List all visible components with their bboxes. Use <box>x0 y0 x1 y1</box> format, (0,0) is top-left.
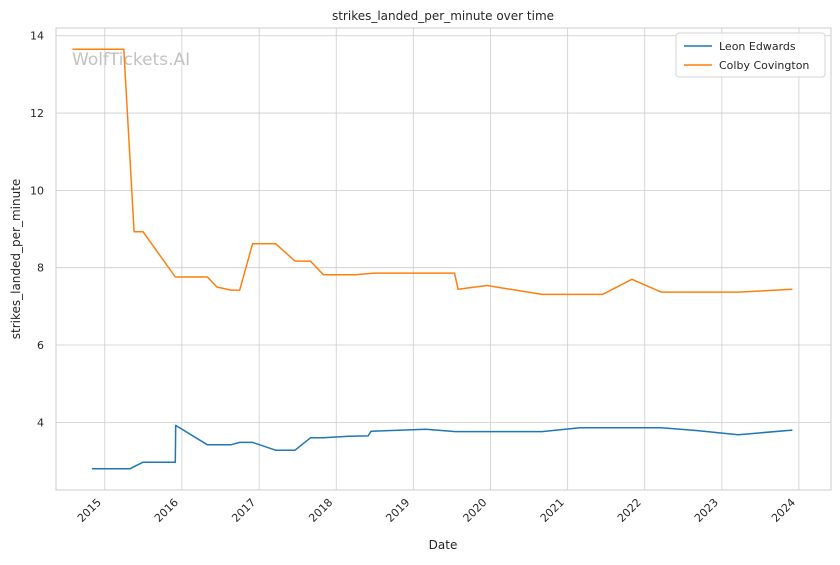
watermark: WolfTickets.AI <box>72 50 190 70</box>
legend-box <box>675 32 826 78</box>
y-tick-label: 10 <box>30 184 44 197</box>
y-tick-label: 14 <box>30 30 44 43</box>
plot-frame <box>55 27 832 491</box>
legend: Leon Edwards Colby Covington <box>675 32 826 78</box>
x-axis-label: Date <box>429 538 458 552</box>
series-lines <box>72 48 793 470</box>
y-tick-label: 8 <box>37 262 44 275</box>
y-tick-label: 6 <box>37 339 44 352</box>
series-line-colby-covington <box>72 48 793 296</box>
legend-label-colby-covington: Colby Covington <box>719 59 809 72</box>
series-line-leon-edwards <box>91 424 793 470</box>
y-tick-label: 12 <box>30 107 44 120</box>
y-tick-label: 4 <box>37 416 44 429</box>
grid <box>56 28 831 490</box>
chart-title: strikes_landed_per_minute over time <box>332 9 554 23</box>
legend-label-leon-edwards: Leon Edwards <box>719 40 796 53</box>
y-axis-label: strikes_landed_per_minute <box>9 179 23 340</box>
